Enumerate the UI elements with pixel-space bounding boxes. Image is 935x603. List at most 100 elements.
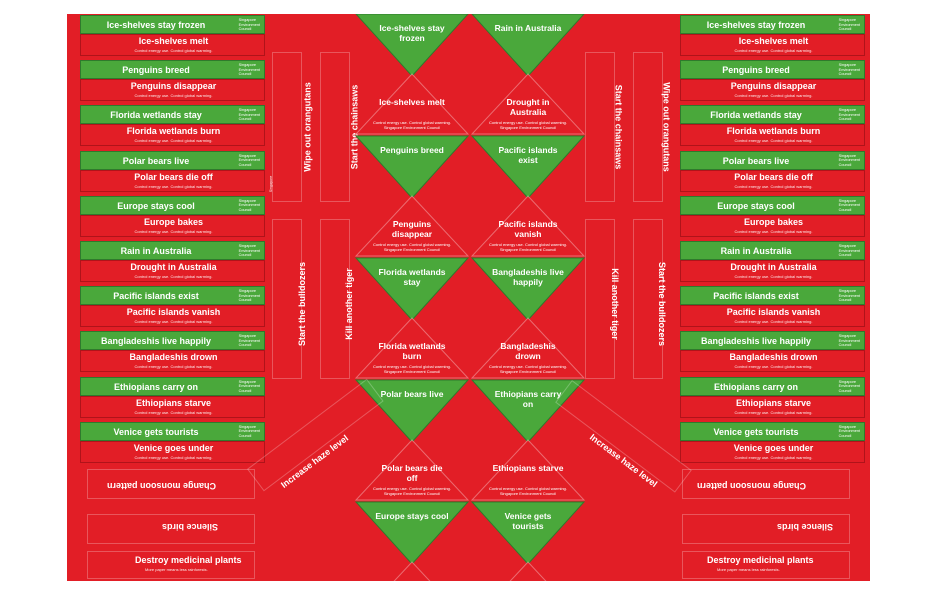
poster-sheet: Ice-shelves stay frozen Singapore Environm… — [67, 14, 870, 581]
left-strip-logo: Singapore Environment Council — [239, 18, 260, 32]
vertical-strip-orangutans-right — [633, 52, 663, 202]
left-strip-bottom-sub: Control energy use. Control global warmi… — [134, 228, 213, 234]
logo-line: Singapore — [838, 379, 856, 384]
right-strip-logo: Singapore Environment Council — [839, 18, 860, 32]
left-strip-bottom-8: Ethiopians starve Control energy use. Con… — [80, 395, 265, 418]
left-strip-logo: Singapore Environment Council — [239, 334, 260, 348]
center-triangle-label: Venice gets tourists — [504, 511, 552, 531]
green-triangle — [354, 135, 470, 199]
left-strip-bottom-sub: Control energy use. Control global warmi… — [134, 319, 213, 325]
logo-line: Singapore — [838, 63, 856, 68]
left-strip-top-0: Ice-shelves stay frozen Singapore Environm… — [80, 15, 265, 34]
birds-label-left: Silence birds — [162, 522, 219, 532]
right-strip-bottom-9: Venice goes under Control energy use. Con… — [680, 440, 865, 463]
center-triangle-label: Rain in Australia — [494, 23, 562, 33]
left-strip-bottom-3: Polar bears die off Control energy use. C… — [80, 169, 265, 192]
right-strip-top-label: Pacific islands exist — [713, 291, 799, 302]
right-strip-logo: Singapore Environment Council — [839, 199, 860, 213]
right-strip-top-3: Polar bears live Singapore Environment Coun… — [680, 150, 865, 170]
left-strip-bottom-sub: Control energy use. Control global warmi… — [134, 364, 213, 370]
vertical-strip-tiger-right — [585, 219, 615, 379]
left-strip-top-label: Bangladeshis live happily — [100, 336, 212, 347]
right-strip-top-label: Bangladeshis live happily — [700, 336, 812, 347]
left-strip-bottom-sub: Control energy use. Control global warmi… — [134, 183, 213, 189]
right-strip-bottom-sub: Control energy use. Control global warmi… — [734, 454, 813, 460]
logo-line: Singapore — [838, 334, 856, 339]
left-strip-top-label: Pacific islands exist — [113, 291, 199, 302]
left-strip-top-label: Rain in Australia — [120, 246, 192, 256]
right-strip-logo: Singapore Environment Council — [839, 425, 860, 439]
plants-sub-left: More paper means less rainforests. — [145, 567, 208, 572]
left-strip-bottom-sub: Control energy use. Control global warmi… — [134, 93, 213, 99]
left-strip-top-3: Polar bears live Singapore Environment Coun… — [80, 150, 265, 170]
right-strip-top-1: Penguins breed Singapore Environment Counci… — [680, 60, 865, 80]
vertical-strip-chainsaws-left — [320, 52, 350, 202]
center-triangle-sub: Control energy use. Control global warmi… — [488, 364, 568, 374]
left-strip-bottom-7: Bangladeshis drown Control energy use. Co… — [80, 350, 265, 373]
left-strip-logo: Singapore Environment Council — [239, 199, 260, 213]
green-triangle — [354, 379, 470, 443]
right-strip-top-label: Venice gets tourists — [713, 426, 799, 437]
right-strip-bottom-label: Pacific islands vanish — [726, 307, 821, 318]
logo-line: Singapore — [238, 198, 256, 203]
red-triangle — [470, 317, 586, 379]
plants-strip-left — [87, 551, 255, 579]
right-strip-top-0: Ice-shelves stay frozen Singapore Environm… — [680, 15, 865, 34]
plants-sub-right: More paper means less rainforests. — [717, 567, 780, 572]
center-triangle-label: Pacific islands vanish — [498, 219, 558, 239]
left-strip-bottom-label: Bangladeshis drown — [129, 352, 218, 363]
green-triangle — [354, 501, 470, 565]
logo-line: Singapore — [238, 334, 256, 339]
logo-line: Council — [238, 207, 252, 212]
logo-line: Singapore — [238, 153, 256, 158]
logo-line: Singapore — [838, 18, 856, 22]
logo-line: Singapore — [238, 108, 256, 113]
logo-line: Environment — [238, 293, 260, 298]
logo-line: Council — [238, 343, 252, 348]
logo-line: Council — [238, 117, 252, 122]
green-triangle — [470, 501, 586, 565]
left-strip-bottom-0: Ice-shelves melt Control energy use. Cont… — [80, 34, 265, 56]
logo-line: Environment — [238, 429, 260, 434]
right-strip-bottom-label: Ice-shelves melt — [738, 36, 809, 46]
right-strip-bottom-7: Bangladeshis drown Control energy use. Co… — [680, 350, 865, 373]
center-triangle-label: Pacific islands exist — [498, 145, 558, 165]
green-triangle — [470, 379, 586, 443]
green-triangle — [471, 14, 585, 77]
right-strip-top-label: Polar bears live — [722, 155, 790, 166]
left-strip-top-8: Ethiopians carry on Singapore Environment C… — [80, 376, 265, 396]
logo-line: Environment — [838, 293, 860, 298]
left-strip-logo: Singapore Environment Council — [239, 63, 260, 77]
center-triangle-label: Bangladeshis live happily — [492, 267, 564, 287]
right-strip-bottom-label: Florida wetlands burn — [726, 126, 821, 137]
right-strip-bottom-sub: Control energy use. Control global warmi… — [734, 409, 813, 415]
green-triangle — [470, 257, 586, 321]
red-triangle — [509, 561, 547, 581]
logo-line: Singapore — [238, 63, 256, 68]
right-strip-top-2: Florida wetlands stay Singapore Environmen… — [680, 105, 865, 125]
left-strip-top-9: Venice gets tourists Singapore Environment… — [80, 421, 265, 441]
right-strip-bottom-3: Polar bears die off Control energy use. C… — [680, 169, 865, 192]
logo-line: Singapore — [238, 424, 256, 429]
green-triangle — [354, 257, 470, 321]
logo-line: Council — [238, 72, 252, 77]
right-strip-bottom-5: Drought in Australia Control energy use. … — [680, 260, 865, 282]
logo-line: Environment — [838, 112, 860, 117]
logo-line: Environment — [838, 384, 860, 389]
logo-line: Council — [838, 117, 852, 122]
left-strip-bottom-label: Venice goes under — [133, 442, 214, 453]
right-strip-bottom-label: Polar bears die off — [734, 171, 813, 182]
logo-line: Singapore — [238, 18, 256, 22]
left-strip-logo: Singapore Environment Council — [239, 244, 260, 258]
center-triangle-label: Drought in Australia — [506, 97, 550, 117]
left-strip-bottom-2: Florida wetlands burn Control energy use.… — [80, 124, 265, 147]
logo-line: Council — [238, 253, 252, 257]
logo-line: Environment — [838, 338, 860, 343]
center-triangle-label: Bangladeshis drown — [500, 341, 556, 361]
left-strip-bottom-label: Ethiopians starve — [135, 397, 212, 408]
logo-line: Council — [838, 433, 852, 438]
left-strip-top-1: Penguins breed Singapore Environment Counci… — [80, 60, 265, 80]
left-strip-top-6: Pacific islands exist Singapore Environmen… — [80, 286, 265, 306]
right-strip-bottom-sub: Control energy use. Control global warmi… — [734, 364, 813, 370]
left-strip-logo: Singapore Environment Council — [239, 380, 260, 394]
